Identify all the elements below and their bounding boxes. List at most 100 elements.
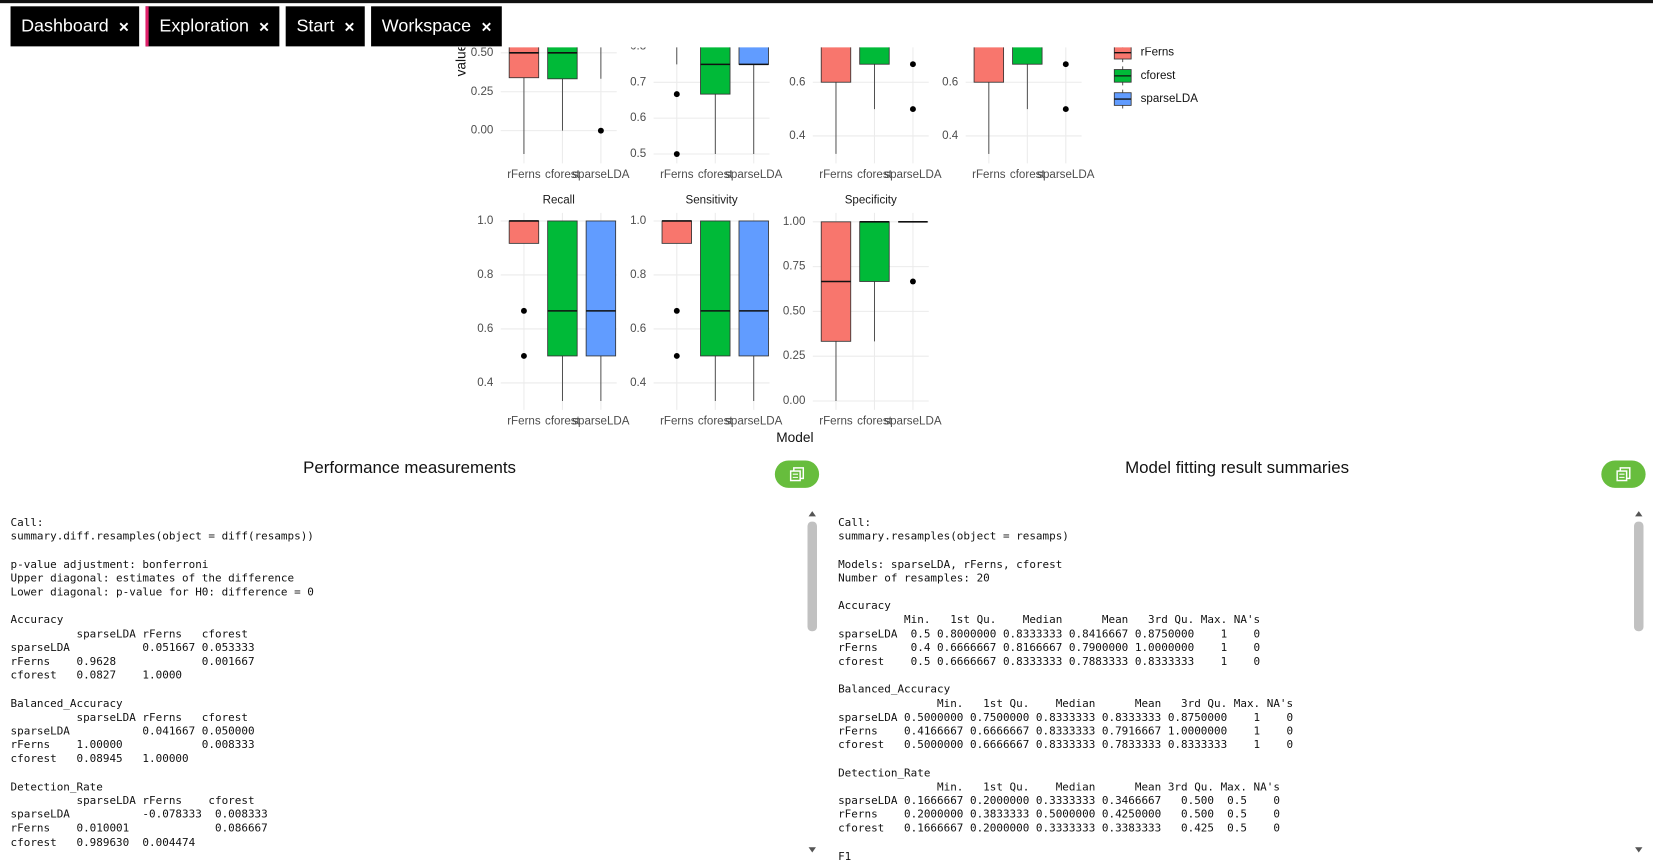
- y-tick-label: 0.8: [630, 269, 646, 281]
- output-line: Detection_Rate: [838, 766, 931, 780]
- output-line: sparseLDA -0.078333 0.008333: [10, 808, 268, 822]
- output-line: sparseLDA 0.1666667 0.2000000 0.3333333 …: [838, 794, 1280, 808]
- x-tick-label: cforest: [698, 416, 734, 428]
- panel-title: Performance measurements: [303, 459, 516, 478]
- x-tick-label: sparseLDA: [572, 169, 630, 181]
- outlier: [1062, 61, 1069, 68]
- y-tick-label: 0.4: [942, 130, 959, 142]
- scroll-thumb[interactable]: [807, 521, 818, 632]
- output-line: sparseLDA 0.041667 0.050000: [10, 725, 255, 738]
- scroll-arrows: [1635, 511, 1643, 853]
- y-tick-label: 1.00: [783, 216, 806, 228]
- y-tick-label: 0.9: [630, 5, 646, 17]
- x-tick-label: rFerns: [660, 416, 694, 428]
- tab[interactable]: Dashboard: [10, 6, 140, 47]
- outlier: [597, 127, 604, 134]
- x-tick-label: cforest: [1010, 169, 1046, 181]
- box: [973, 47, 1005, 83]
- output-line: Min. 1st Qu. Median Mean 3rd Qu. Max. NA…: [838, 697, 1294, 710]
- tab-close[interactable]: [345, 21, 354, 31]
- box: [738, 47, 769, 65]
- y-tick-label: 0.6: [630, 112, 646, 124]
- output-line: cforest 0.5000000 0.6666667 0.8333333 0.…: [838, 738, 1294, 752]
- output-line: cforest 0.1666667 0.2000000 0.3333333 0.…: [838, 822, 1280, 836]
- tab-label: Exploration: [159, 15, 250, 36]
- copy-button[interactable]: [774, 460, 820, 488]
- output-line: Detection_Rate: [10, 780, 103, 794]
- output-line: Lower diagonal: p-value for H0: differen…: [10, 585, 314, 599]
- output-line: rFerns 0.4166667 0.6666667 0.8333333 0.7…: [838, 725, 1294, 738]
- output-line: Balanced_Accuracy: [838, 683, 951, 696]
- tab[interactable]: Start: [285, 6, 365, 47]
- close-x: [259, 21, 269, 31]
- y-tick-label: 0.8: [477, 269, 493, 281]
- y-tick-label: 0.6: [477, 323, 493, 335]
- box: [1012, 47, 1043, 65]
- copy-icon: [789, 467, 805, 482]
- box: [738, 220, 769, 357]
- scroll-thumb[interactable]: [1634, 521, 1644, 632]
- x-tick-label: cforest: [857, 416, 893, 428]
- y-tick-label: 0.00: [783, 395, 806, 407]
- output-line: rFerns 0.9628 0.001667: [10, 655, 255, 669]
- y-tick-label: 0.6: [789, 76, 805, 88]
- y-tick-label: 0.4: [630, 377, 647, 389]
- output-line: F1: [838, 850, 852, 862]
- output-block: Call: summary.diff.resamples(object = dif…: [11, 516, 798, 544]
- copy-button[interactable]: [1601, 460, 1646, 488]
- tab-label: Dashboard: [21, 15, 109, 36]
- tab-close[interactable]: [259, 21, 269, 31]
- outlier: [673, 151, 680, 157]
- y-tick-label: 0.5: [630, 148, 646, 160]
- output-line: Min. 1st Qu. Median Mean 3rd Qu. Max. NA…: [838, 780, 1280, 794]
- output-line: cforest 0.5 0.6666667 0.8333333 0.788333…: [838, 655, 1261, 669]
- y-tick-label: 0.4: [789, 130, 806, 142]
- output-line: Accuracy: [10, 613, 64, 627]
- scrollbar[interactable]: [1633, 508, 1645, 856]
- outlier: [909, 278, 916, 285]
- panel-left: Performance measurements Call: summary.di…: [0, 453, 820, 862]
- facet-title: Sensitivity: [686, 194, 738, 206]
- panel-title: Model fitting result summaries: [1125, 459, 1350, 478]
- x-tick-label: sparseLDA: [884, 416, 942, 428]
- output-block: Call: summary.resamples(object = resamps): [838, 516, 1625, 544]
- scroll-arrows: [808, 511, 816, 853]
- x-tick-label: sparseLDA: [1037, 169, 1095, 181]
- y-tick-label: 0.50: [783, 305, 806, 317]
- box: [700, 47, 731, 95]
- box: [508, 220, 540, 244]
- y-tick-label: 0.50: [471, 47, 494, 59]
- scrollbar[interactable]: [806, 508, 818, 856]
- tab-close[interactable]: [119, 21, 129, 31]
- tab-close[interactable]: [482, 21, 491, 31]
- output-line: Models: sparseLDA, rFerns, cforest: [838, 558, 1063, 571]
- panel-right: Model fitting result summaries Call: summ…: [828, 453, 1647, 862]
- output-line: sparseLDA rFerns cforest: [10, 794, 255, 808]
- box: [898, 0, 928, 28]
- output-line: Min. 1st Qu. Median Mean 3rd Qu. Max. NA…: [838, 613, 1261, 627]
- tab[interactable]: Exploration: [145, 6, 280, 47]
- x-tick-label: sparseLDA: [725, 169, 783, 181]
- x-tick-label: cforest: [698, 169, 734, 181]
- output-block: p-value adjustment: bonferroni Upper diag…: [11, 558, 798, 600]
- tab[interactable]: Workspace: [371, 6, 502, 47]
- output-line: Call:: [838, 516, 872, 530]
- y-tick-label: 0.7: [630, 76, 646, 88]
- y-tick-label: 1.0: [477, 215, 493, 227]
- y-tick-label: 0.25: [471, 86, 494, 98]
- y-tick-label: 0.00: [471, 125, 494, 137]
- output-line: cforest 0.0827 1.0000: [10, 669, 183, 683]
- box: [661, 220, 692, 244]
- legend-label: sparseLDA: [1141, 93, 1199, 105]
- x-tick-label: rFerns: [507, 169, 541, 181]
- outlier: [909, 61, 916, 68]
- outlier: [520, 352, 527, 359]
- y-tick-label: 0.75: [783, 261, 806, 273]
- output-line: rFerns 1.00000 0.008333: [10, 738, 255, 752]
- top-border: [0, 0, 1653, 4]
- box: [700, 220, 731, 357]
- x-tick-label: cforest: [545, 169, 581, 181]
- y-tick-label: 0.8: [630, 40, 646, 52]
- output-line: summary.resamples(object = resamps): [838, 530, 1069, 543]
